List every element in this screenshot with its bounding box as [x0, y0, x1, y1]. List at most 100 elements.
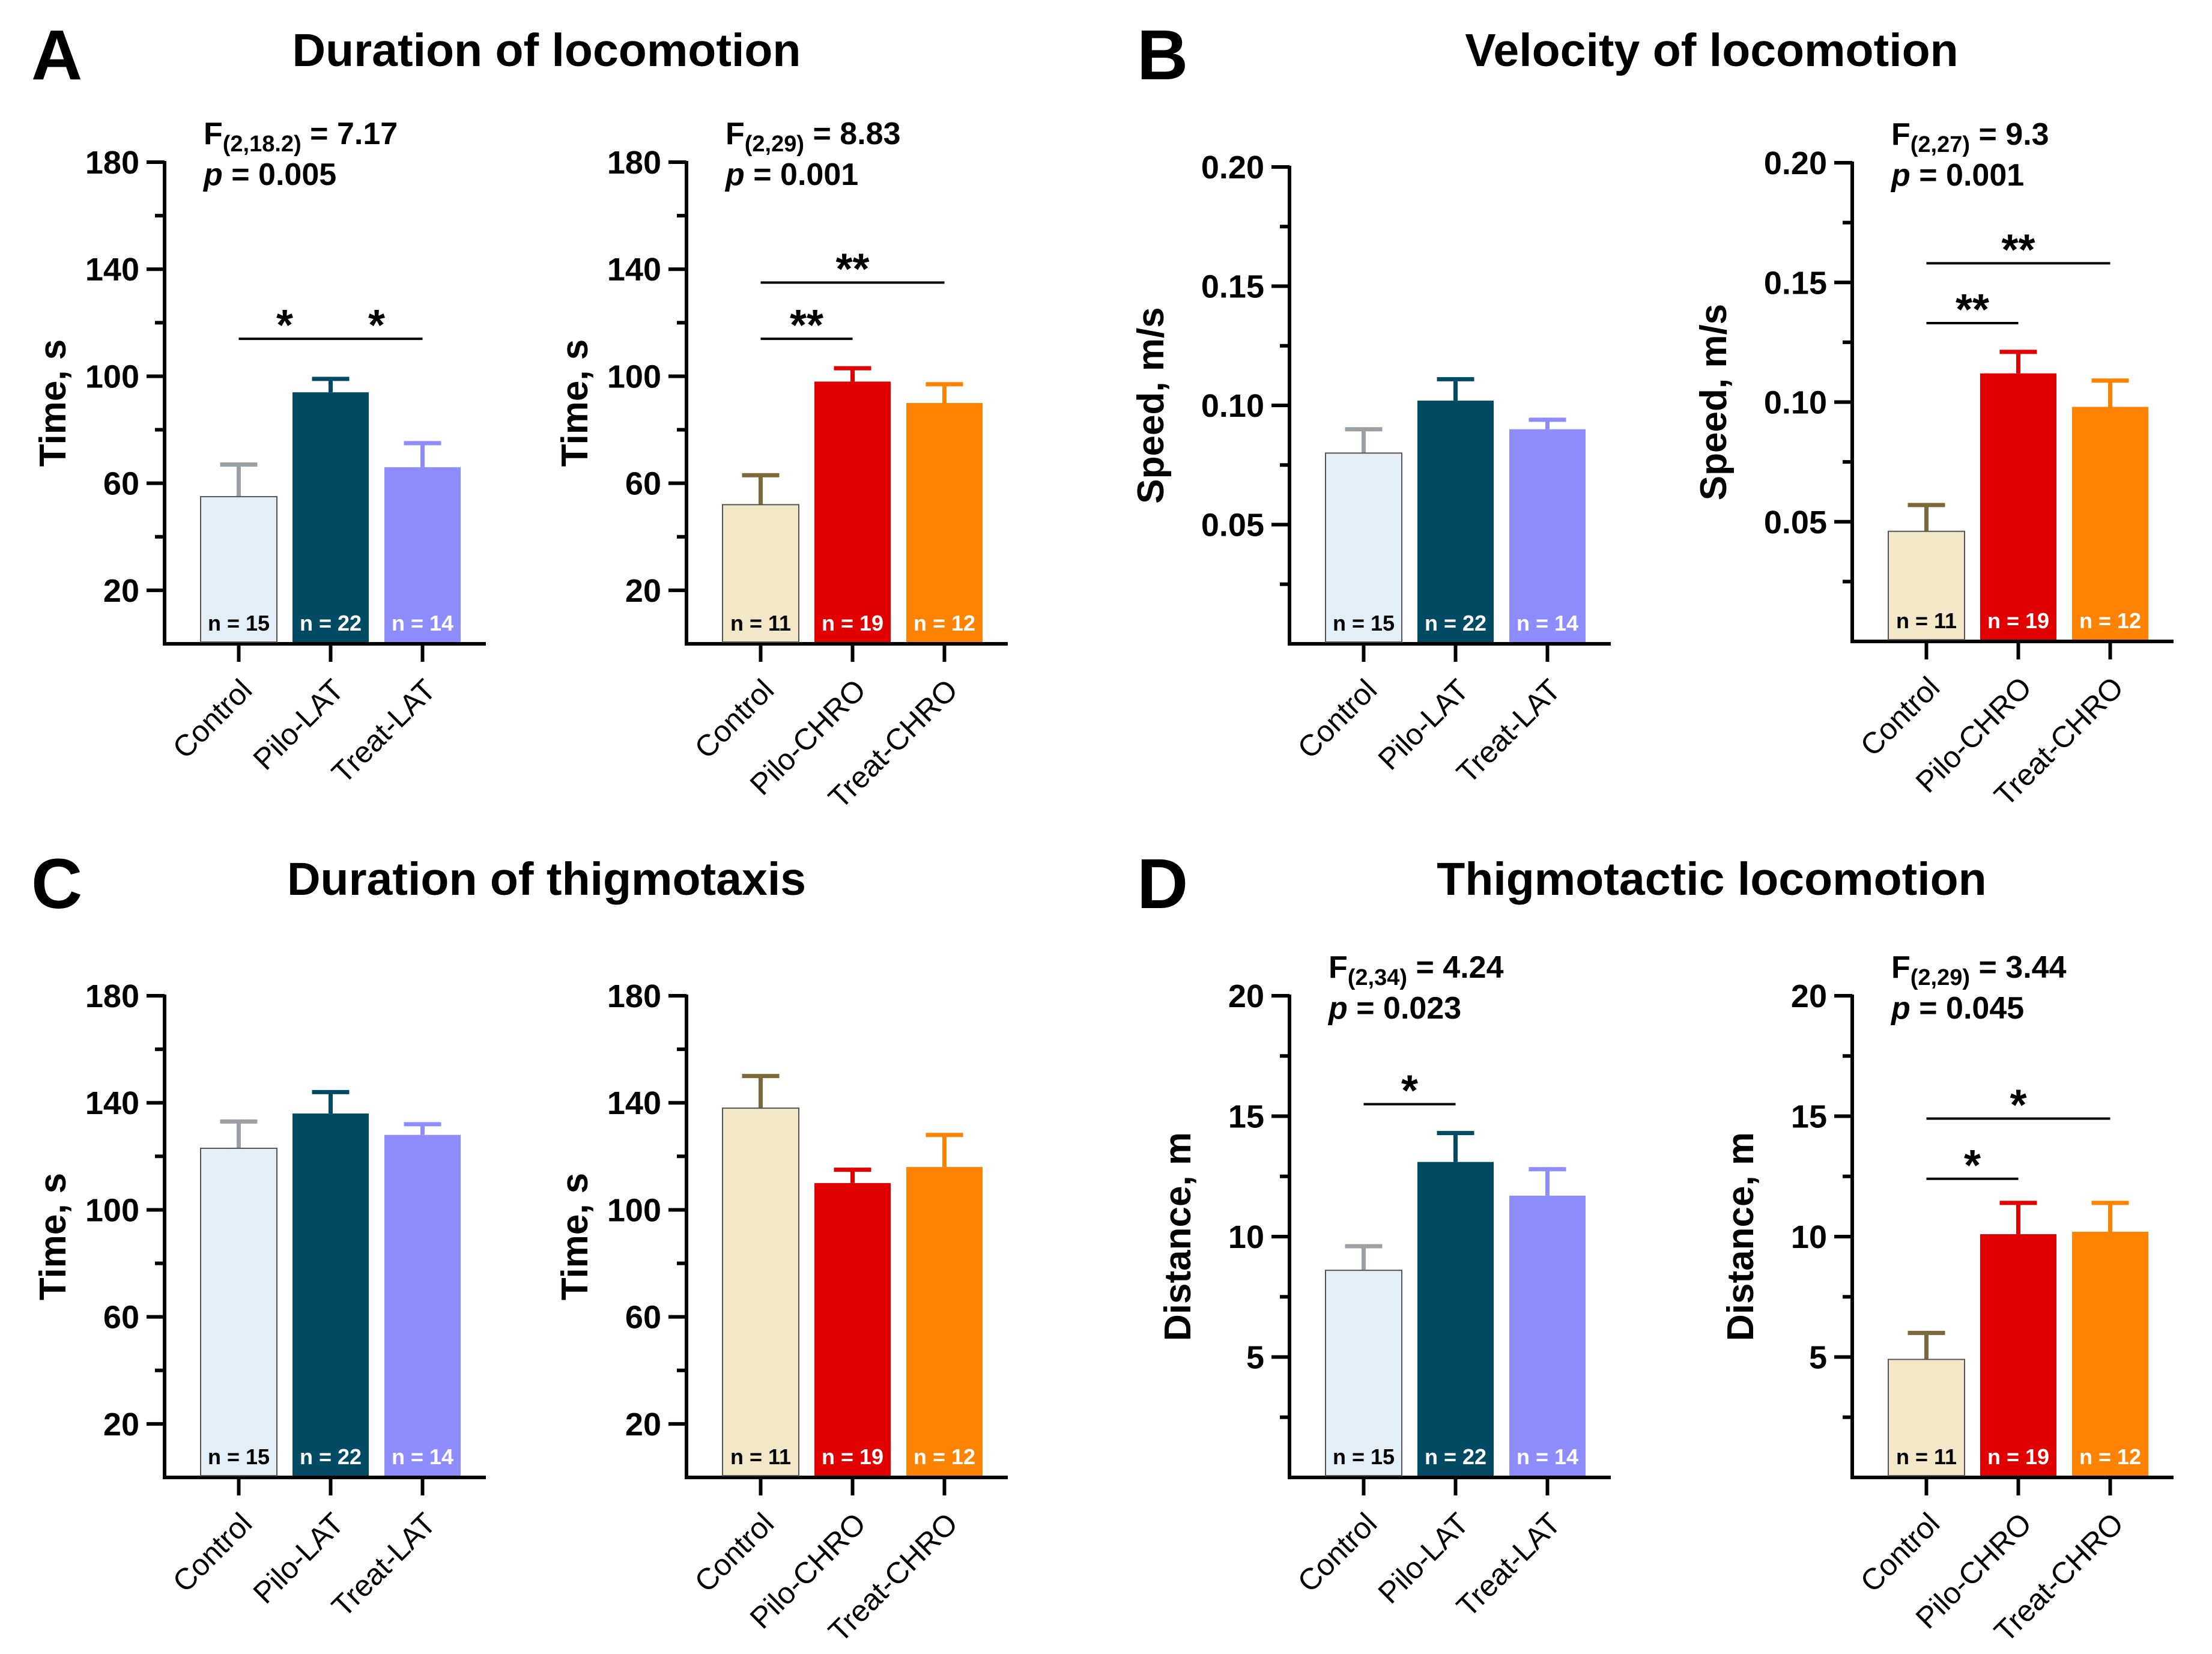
y-tick-label: 100 [607, 359, 661, 395]
bar-treat-chro [906, 1167, 983, 1476]
y-tick-label: 100 [85, 359, 139, 395]
n-label: n = 12 [2079, 1444, 2141, 1469]
f-value: = 8.83 [804, 117, 900, 151]
y-tick-label: 180 [85, 978, 139, 1014]
f-symbol: F [1891, 950, 1911, 985]
y-tick-label: 0.15 [1201, 269, 1264, 305]
y-tick-label: 60 [103, 1300, 139, 1336]
f-statistic: F(2,27) = 9.3 [1891, 117, 2049, 157]
n-label: n = 19 [1987, 608, 2049, 633]
n-label: n = 19 [822, 611, 883, 635]
y-tick-label: 0.10 [1201, 388, 1264, 424]
p-value: = 0.005 [223, 157, 336, 192]
significance-marker: * [1964, 1142, 1981, 1190]
y-axis-label: Time, s [32, 339, 74, 467]
bar-control [200, 495, 277, 643]
y-axis-label: Time, s [554, 1173, 596, 1301]
p-symbol: p [1890, 158, 1911, 193]
f-value: = 3.44 [1970, 950, 2067, 985]
y-axis-label: Distance, m [1720, 1132, 1762, 1341]
bar-treat-lat [384, 1134, 461, 1476]
n-label: n = 19 [1987, 1444, 2049, 1469]
bar-treat-lat [384, 467, 461, 642]
p-statistic: p = 0.001 [724, 157, 858, 192]
y-tick-label: 60 [625, 1300, 661, 1336]
bar-pilo-lat [1417, 401, 1494, 642]
y-tick-label: 0.15 [1764, 265, 1827, 301]
f-statistic: F(2,29) = 3.44 [1891, 950, 2067, 990]
y-axis-label: Time, s [32, 1173, 74, 1301]
n-label: n = 22 [300, 1444, 362, 1469]
y-tick-label: 140 [85, 1085, 139, 1121]
f-degrees: (2,29) [745, 132, 804, 157]
bar-pilo-chro [814, 1183, 891, 1476]
significance-marker: ** [2001, 226, 2035, 274]
n-label: n = 14 [1517, 1444, 1578, 1469]
bar-pilo-chro [1980, 1234, 2056, 1476]
f-statistic: F(2,29) = 8.83 [726, 117, 901, 157]
n-label: n = 22 [1425, 611, 1486, 635]
f-symbol: F [726, 117, 745, 151]
panel-title-a: Duration of locomotion [292, 25, 801, 76]
p-symbol: p [1327, 991, 1348, 1026]
n-label: n = 14 [392, 1444, 453, 1469]
n-label: n = 11 [730, 1444, 791, 1469]
n-label: n = 15 [208, 611, 270, 635]
f-statistic: F(2,18.2) = 7.17 [204, 117, 398, 157]
n-label: n = 12 [914, 611, 975, 635]
n-label: n = 14 [1517, 611, 1578, 635]
bar-control [1888, 1359, 1965, 1477]
n-label: n = 11 [730, 611, 791, 635]
y-tick-label: 0.05 [1201, 507, 1264, 544]
bar-control [722, 504, 799, 643]
significance-marker: * [1401, 1067, 1418, 1115]
y-axis-label: Distance, m [1157, 1132, 1199, 1341]
y-tick-label: 140 [607, 252, 661, 288]
bar-treat-chro [906, 403, 983, 642]
y-axis-label: Time, s [554, 339, 596, 467]
panel-letter-c: C [31, 844, 82, 924]
bar-treat-lat [1509, 1195, 1586, 1476]
significance-marker: * [2010, 1082, 2026, 1130]
bar-control [1888, 530, 1965, 640]
y-tick-label: 20 [625, 573, 661, 609]
panel-title-c: Duration of thigmotaxis [287, 853, 806, 905]
y-tick-label: 5 [1246, 1340, 1264, 1376]
f-degrees: (2,27) [1911, 132, 1970, 157]
f-degrees: (2,18.2) [223, 132, 301, 157]
f-symbol: F [1329, 950, 1348, 985]
y-tick-label: 0.20 [1201, 150, 1264, 186]
significance-marker: * [368, 301, 385, 350]
p-value: = 0.001 [1911, 158, 2024, 193]
panel-letter-a: A [31, 16, 82, 95]
n-label: n = 19 [822, 1444, 883, 1469]
y-tick-label: 60 [103, 466, 139, 502]
n-label: n = 14 [392, 611, 453, 635]
bar-pilo-chro [1980, 373, 2056, 640]
p-symbol: p [1890, 991, 1911, 1026]
n-label: n = 15 [1333, 1444, 1395, 1469]
y-tick-label: 180 [607, 978, 661, 1014]
p-symbol: p [724, 157, 745, 192]
y-tick-label: 140 [607, 1085, 661, 1121]
bar-pilo-lat [292, 392, 369, 642]
y-tick-label: 15 [1791, 1099, 1827, 1135]
y-tick-label: 100 [607, 1192, 661, 1228]
significance-marker: ** [835, 246, 869, 294]
y-tick-label: 100 [85, 1192, 139, 1228]
y-tick-label: 20 [625, 1407, 661, 1443]
y-tick-label: 20 [1791, 978, 1827, 1014]
f-value: = 4.24 [1407, 950, 1504, 985]
y-tick-label: 180 [85, 145, 139, 181]
n-label: n = 22 [1425, 1444, 1486, 1469]
bar-pilo-lat [1417, 1162, 1494, 1476]
p-symbol: p [202, 157, 223, 192]
f-statistic: F(2,34) = 4.24 [1329, 950, 1504, 990]
bar-control [1325, 1270, 1402, 1476]
bar-treat-chro [2072, 1231, 2148, 1476]
p-statistic: p = 0.001 [1890, 158, 2024, 193]
p-statistic: p = 0.005 [202, 157, 336, 192]
bar-treat-chro [2072, 407, 2148, 640]
p-value: = 0.045 [1911, 991, 2024, 1026]
y-tick-label: 5 [1809, 1340, 1827, 1376]
